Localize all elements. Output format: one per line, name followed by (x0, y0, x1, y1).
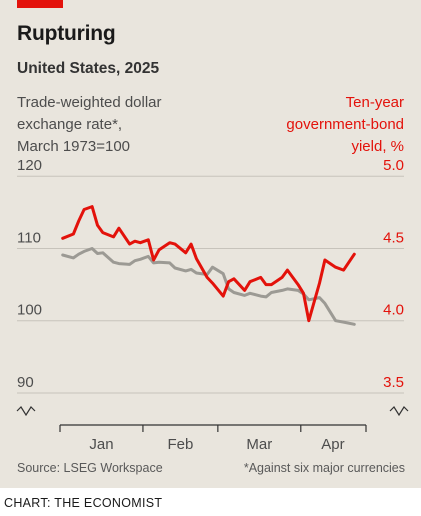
chart-subtitle: United States, 2025 (17, 60, 160, 77)
left-axis-label-line-3: March 1973=100 (17, 138, 130, 155)
right-tick-label: 4.0 (383, 302, 404, 319)
footnote: *Against six major currencies (243, 461, 405, 475)
left-tick-label: 120 (17, 157, 42, 174)
x-tick-label: Feb (167, 436, 193, 453)
right-axis-break-icon (389, 406, 409, 417)
right-axis-label-line-2: government-bond (286, 116, 404, 133)
chart-panel (0, 0, 421, 488)
line-chart: 90 3.5 100 4.0 110 4.5 120 5.0 Jan Feb Mar Apr (16, 157, 409, 453)
right-tick-label: 3.5 (383, 374, 404, 391)
x-tick-label: Jan (89, 436, 113, 453)
left-axis-break-icon (16, 406, 36, 417)
chart-title: Rupturing (17, 22, 116, 45)
yield-series-line (61, 205, 356, 323)
brand-red-tag (17, 0, 63, 8)
left-axis-label-line-2: exchange rate*, (17, 116, 123, 133)
right-axis-label: Ten-year government-bond yield, % (224, 92, 404, 158)
right-tick-label: 4.5 (383, 229, 404, 246)
x-tick-label: Apr (321, 436, 344, 453)
left-tick-label: 100 (17, 302, 42, 319)
source-note: Source: LSEG Workspace (17, 461, 163, 475)
right-tick-label: 5.0 (383, 157, 404, 174)
left-axis-label: Trade-weighted dollar exchange rate*, Ma… (17, 92, 217, 158)
right-axis-label-line-3: yield, % (351, 138, 404, 155)
x-tick-label: Mar (246, 436, 272, 453)
left-axis-label-line-1: Trade-weighted dollar (17, 94, 162, 111)
dollar-series-line (61, 247, 356, 326)
chart-credit: CHART: THE ECONOMIST (4, 496, 163, 510)
left-tick-label: 90 (17, 374, 34, 391)
left-tick-label: 110 (17, 229, 41, 246)
right-axis-label-line-1: Ten-year (345, 94, 404, 111)
